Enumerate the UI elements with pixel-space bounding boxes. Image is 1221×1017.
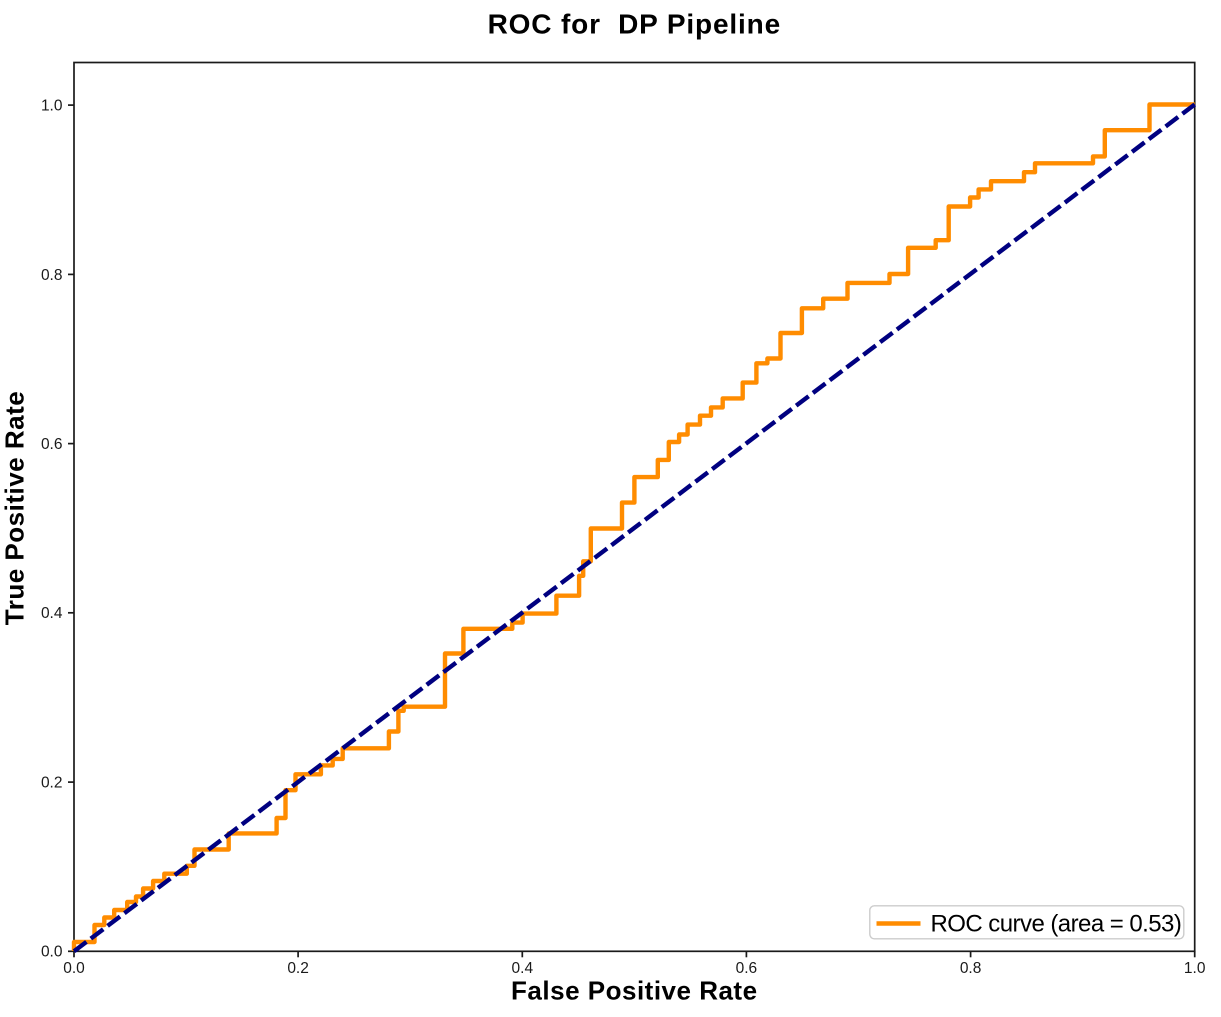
svg-text:0.4: 0.4 <box>41 605 63 622</box>
svg-text:0.0: 0.0 <box>41 944 63 961</box>
svg-text:0.8: 0.8 <box>41 267 63 284</box>
svg-text:0.2: 0.2 <box>41 775 63 792</box>
svg-text:0.6: 0.6 <box>41 436 63 453</box>
svg-text:0.8: 0.8 <box>960 960 982 977</box>
svg-text:0.6: 0.6 <box>736 960 758 977</box>
svg-text:0.4: 0.4 <box>512 960 534 977</box>
svg-text:0.0: 0.0 <box>63 960 85 977</box>
svg-text:1.0: 1.0 <box>1184 960 1206 977</box>
svg-text:1.0: 1.0 <box>41 98 63 115</box>
svg-text:True Positive Rate: True Positive Rate <box>0 391 30 625</box>
svg-text:False Positive Rate: False Positive Rate <box>511 976 758 1006</box>
svg-text:ROC for DP Pipeline: ROC for DP Pipeline <box>488 9 781 40</box>
svg-text:0.2: 0.2 <box>287 960 309 977</box>
svg-text:ROC curve (area = 0.53): ROC curve (area = 0.53) <box>931 911 1182 938</box>
